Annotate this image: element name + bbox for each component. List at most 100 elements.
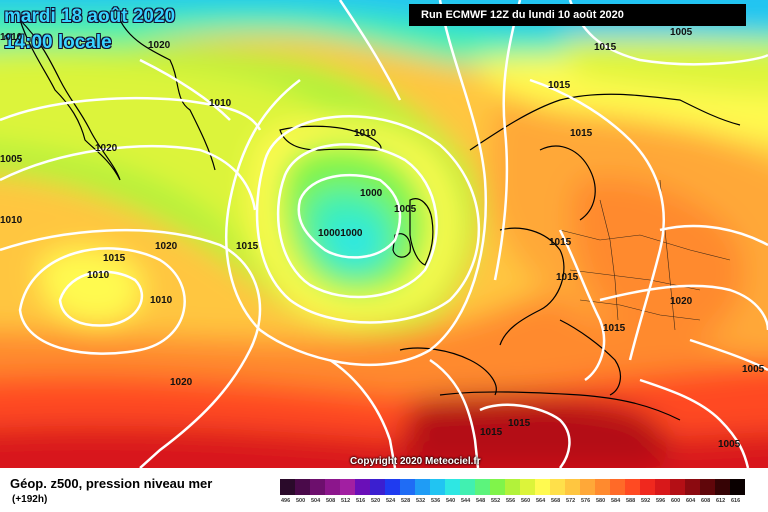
run-info-box: Run ECMWF 12Z du lundi 10 août 2020 xyxy=(409,4,746,26)
scale-value: 568 xyxy=(551,498,561,504)
scale-swatch: 544 xyxy=(460,479,475,504)
scale-value: 512 xyxy=(341,498,351,504)
forecast-time: 14:00 locale xyxy=(4,32,112,53)
scale-value: 540 xyxy=(446,498,456,504)
scale-swatch: 612 xyxy=(715,479,730,504)
scale-value: 616 xyxy=(731,498,741,504)
scale-swatch: 536 xyxy=(430,479,445,504)
scale-swatch: 532 xyxy=(415,479,430,504)
scale-value: 612 xyxy=(716,498,726,504)
scale-swatch: 524 xyxy=(385,479,400,504)
scale-swatch: 496 xyxy=(280,479,295,504)
isobar-label: 10001000 xyxy=(318,228,363,239)
isobar-label: 1015 xyxy=(594,42,617,53)
scale-value: 496 xyxy=(281,498,291,504)
isobar-label: 1020 xyxy=(170,377,193,388)
scale-swatch: 520 xyxy=(370,479,385,504)
scale-swatch: 604 xyxy=(685,479,700,504)
scale-swatch: 584 xyxy=(610,479,625,504)
isobar-label: 1015 xyxy=(603,323,626,334)
isobar-label: 1020 xyxy=(670,296,693,307)
isobar-label: 1000 xyxy=(360,188,383,199)
scale-value: 548 xyxy=(476,498,486,504)
isobar-label: 1005 xyxy=(742,364,765,375)
scale-swatch: 600 xyxy=(670,479,685,504)
scale-swatch: 576 xyxy=(580,479,595,504)
scale-value: 608 xyxy=(701,498,711,504)
scale-swatch: 568 xyxy=(550,479,565,504)
scale-swatch: 548 xyxy=(475,479,490,504)
scale-swatch: 556 xyxy=(505,479,520,504)
scale-value: 572 xyxy=(566,498,576,504)
isobar-label: 1005 xyxy=(394,204,417,215)
scale-swatch: 580 xyxy=(595,479,610,504)
scale-value: 588 xyxy=(626,498,636,504)
scale-swatch: 516 xyxy=(355,479,370,504)
scale-value: 560 xyxy=(521,498,531,504)
scale-swatch: 592 xyxy=(640,479,655,504)
scale-value: 520 xyxy=(371,498,381,504)
isobar-label: 1020 xyxy=(148,40,171,51)
legend-title: Géop. z500, pression niveau mer xyxy=(10,476,213,491)
scale-value: 580 xyxy=(596,498,606,504)
copyright: Copyright 2020 Meteociel.fr xyxy=(350,456,481,467)
scale-value: 552 xyxy=(491,498,501,504)
scale-swatch: 608 xyxy=(700,479,715,504)
isobar-label: 1015 xyxy=(570,128,593,139)
scale-swatch: 560 xyxy=(520,479,535,504)
isobar-label: 1020 xyxy=(155,241,178,252)
scale-swatch: 588 xyxy=(625,479,640,504)
weather-map: mardi 18 août 2020 14:00 locale Run ECMW… xyxy=(0,0,768,468)
scale-swatch: 564 xyxy=(535,479,550,504)
isobar-label: 1010 xyxy=(209,98,232,109)
scale-swatch: 508 xyxy=(325,479,340,504)
scale-swatch: 616 xyxy=(730,479,745,504)
scale-value: 500 xyxy=(296,498,306,504)
legend: Géop. z500, pression niveau mer (+192h) … xyxy=(0,468,768,512)
scale-swatch: 504 xyxy=(310,479,325,504)
isobar-label: 1010 xyxy=(0,32,23,43)
isobar-label: 1015 xyxy=(548,80,571,91)
scale-value: 528 xyxy=(401,498,411,504)
map-canvas xyxy=(0,0,768,468)
isobar-label: 1015 xyxy=(508,418,531,429)
scale-swatch: 552 xyxy=(490,479,505,504)
scale-value: 556 xyxy=(506,498,516,504)
scale-value: 600 xyxy=(671,498,681,504)
isobar-label: 1015 xyxy=(556,272,579,283)
isobar-label: 1010 xyxy=(0,215,23,226)
scale-swatch: 572 xyxy=(565,479,580,504)
scale-value: 564 xyxy=(536,498,546,504)
isobar-label: 1010 xyxy=(150,295,173,306)
scale-swatch: 540 xyxy=(445,479,460,504)
scale-value: 504 xyxy=(311,498,321,504)
scale-value: 584 xyxy=(611,498,621,504)
color-scale: 496 500 504 508 512 516 520 524 528 532 536 540 544 5… xyxy=(280,479,745,504)
scale-value: 596 xyxy=(656,498,666,504)
scale-swatch: 528 xyxy=(400,479,415,504)
scale-value: 532 xyxy=(416,498,426,504)
isobar-label: 1020 xyxy=(95,143,118,154)
scale-value: 604 xyxy=(686,498,696,504)
isobar-label: 1005 xyxy=(0,154,23,165)
scale-value: 516 xyxy=(356,498,366,504)
isobar-label: 1010 xyxy=(354,128,377,139)
isobar-label: 1005 xyxy=(718,439,741,450)
scale-value: 592 xyxy=(641,498,651,504)
isobar-label: 1015 xyxy=(103,253,126,264)
scale-value: 508 xyxy=(326,498,336,504)
isobar-label: 1005 xyxy=(670,27,693,38)
isobar-label: 1015 xyxy=(480,427,503,438)
isobar-label: 1010 xyxy=(87,270,110,281)
scale-swatch: 512 xyxy=(340,479,355,504)
legend-subtitle: (+192h) xyxy=(12,494,48,505)
scale-value: 536 xyxy=(431,498,441,504)
isobar-label: 1015 xyxy=(549,237,572,248)
scale-value: 544 xyxy=(461,498,471,504)
isobar-label: 1015 xyxy=(236,241,259,252)
scale-swatch: 596 xyxy=(655,479,670,504)
forecast-date: mardi 18 août 2020 xyxy=(4,6,176,27)
scale-swatch: 500 xyxy=(295,479,310,504)
scale-value: 524 xyxy=(386,498,396,504)
scale-value: 576 xyxy=(581,498,591,504)
